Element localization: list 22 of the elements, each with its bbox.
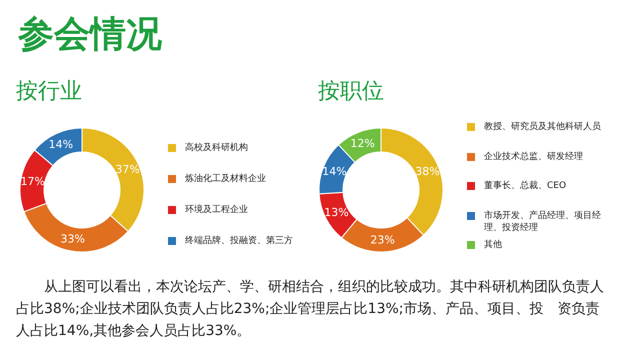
legend-label: 市场开发、产品经理、项目经理、投资经理 [484, 210, 602, 234]
data-label: 14% [322, 165, 347, 178]
legend-label: 董事长、总裁、CEO [484, 180, 566, 192]
legend-label: 炼油化工及材料企业 [185, 173, 266, 185]
data-label: 17% [20, 174, 45, 188]
data-label: 13% [324, 206, 349, 220]
data-label: 38% [415, 165, 440, 178]
legend-label: 终端品牌、投融资、第三方 [185, 235, 293, 247]
legend-label: 环境及工程企业 [185, 204, 248, 216]
chart-subtitle: 按职位 [318, 78, 384, 106]
chart-title: 参会情况 [18, 13, 162, 57]
data-label: 33% [60, 232, 85, 246]
text: 从上图可以看出，本次论坛产、学、研相结合，组织的比较成功。其中科研机构团队负责人占比38%;企业技术团队负责人占比23%;企业管理层占比13%;市场、产品、项目、投 资负责人占比14%,其他参会人员占比33%。 [16, 278, 605, 341]
data-label: 12% [350, 137, 375, 150]
chart-subtitle: 按行业 [16, 78, 82, 106]
legend-label: 其他 [484, 239, 502, 251]
legend-label: 高校及科研机构 [185, 142, 248, 154]
legend-label: 企业技术总监、研发经理 [484, 150, 583, 162]
data-label: 37% [115, 163, 140, 176]
data-label: 14% [48, 138, 74, 152]
data-label: 23% [370, 233, 395, 246]
legend-label: 教授、研究员及其他科研人员 [484, 121, 601, 133]
